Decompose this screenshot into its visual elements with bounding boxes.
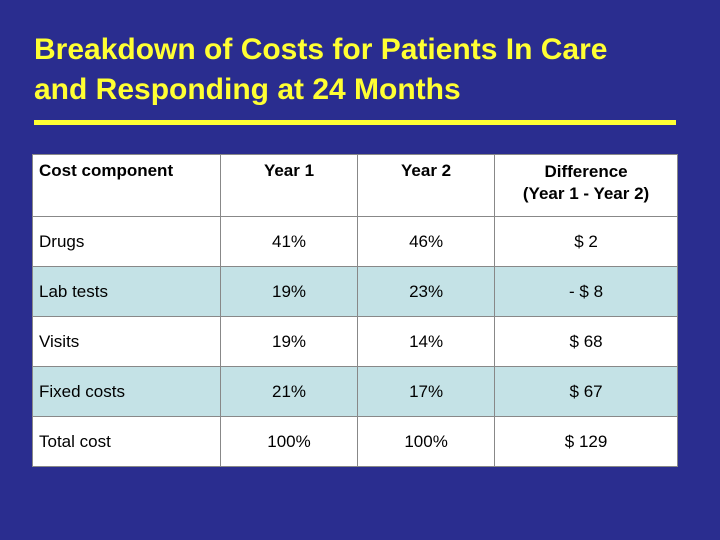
row-label: Visits xyxy=(32,316,221,367)
table-row: Visits 19% 14% $ 68 xyxy=(32,316,678,367)
year-2-value: 46% xyxy=(357,216,496,267)
row-label: Lab tests xyxy=(32,266,221,317)
difference-value: $ 67 xyxy=(494,366,678,417)
row-label: Total cost xyxy=(32,416,221,467)
year-2-value: 14% xyxy=(357,316,496,367)
title-underline xyxy=(34,120,676,125)
year-1-value: 19% xyxy=(219,316,359,367)
year-1-value: 19% xyxy=(219,266,359,317)
difference-value: $ 2 xyxy=(494,216,678,267)
difference-value: $ 68 xyxy=(494,316,678,367)
year-2-value: 17% xyxy=(357,366,496,417)
table-row: Fixed costs 21% 17% $ 67 xyxy=(32,366,678,417)
table-row: Drugs 41% 46% $ 2 xyxy=(32,216,678,267)
year-2-value: 100% xyxy=(357,416,496,467)
row-label: Drugs xyxy=(32,216,221,267)
year-2-value: 23% xyxy=(357,266,496,317)
difference-value: - $ 8 xyxy=(494,266,678,317)
row-label: Fixed costs xyxy=(32,366,221,417)
slide-title: Breakdown of Costs for Patients In Care … xyxy=(34,33,608,106)
year-1-value: 21% xyxy=(219,366,359,417)
year-1-value: 41% xyxy=(219,216,359,267)
header-cost-component: Cost component xyxy=(32,154,221,217)
table-header-row: Cost component Year 1 Year 2 Difference … xyxy=(32,154,678,217)
year-1-value: 100% xyxy=(219,416,359,467)
cost-table: Cost component Year 1 Year 2 Difference … xyxy=(32,154,678,467)
table-row: Lab tests 19% 23% - $ 8 xyxy=(32,266,678,317)
table-row: Total cost 100% 100% $ 129 xyxy=(32,416,678,467)
header-year-2: Year 2 xyxy=(357,154,496,217)
header-year-1: Year 1 xyxy=(219,154,359,217)
difference-value: $ 129 xyxy=(494,416,678,467)
header-difference: Difference (Year 1 - Year 2) xyxy=(494,154,678,217)
